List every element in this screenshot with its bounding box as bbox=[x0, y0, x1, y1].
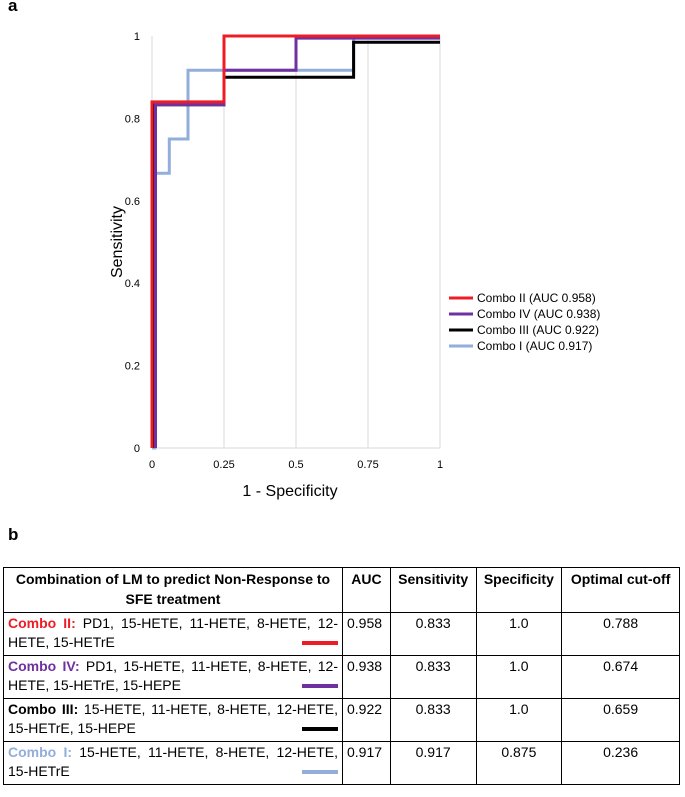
x-tick-label: 0.75 bbox=[357, 459, 378, 471]
table-row: Combo IV: PD1, 15-HETE, 11-HETE, 8-HETE,… bbox=[3, 655, 680, 699]
combo-markers: 15-HETE, 11-HETE, 8-HETE, 12-HETE, 15-HE… bbox=[8, 701, 338, 736]
combo-color-swatch bbox=[302, 684, 338, 688]
combo-markers: PD1, 15-HETE, 11-HETE, 8-HETE, 12-HETE, … bbox=[8, 658, 338, 693]
y-tick-label: 0.8 bbox=[125, 113, 140, 125]
combo-cell: Combo II: PD1, 15-HETE, 11-HETE, 8-HETE,… bbox=[3, 612, 343, 656]
y-tick-label: 0.2 bbox=[125, 361, 140, 373]
y-tick-label: 0 bbox=[134, 443, 140, 455]
combo-markers: 15-HETE, 11-HETE, 8-HETE, 12-HETE, 15-HE… bbox=[8, 744, 338, 779]
cutoff-cell: 0.674 bbox=[561, 655, 680, 699]
y-tick-label: 0.4 bbox=[125, 278, 140, 290]
sensitivity-cell: 0.917 bbox=[389, 741, 477, 785]
y-tick-label: 1 bbox=[134, 31, 140, 43]
combo-cell: Combo I: 15-HETE, 11-HETE, 8-HETE, 12-HE… bbox=[3, 741, 343, 785]
cutoff-cell: 0.236 bbox=[561, 741, 680, 785]
cutoff-cell: 0.659 bbox=[561, 698, 680, 742]
combo-name: Combo III: bbox=[8, 701, 79, 717]
table-row: Combo II: PD1, 15-HETE, 11-HETE, 8-HETE,… bbox=[3, 612, 680, 656]
x-tick-label: 0.5 bbox=[288, 459, 303, 471]
auc-cell: 0.958 bbox=[342, 612, 391, 656]
chart-legend: Combo II (AUC 0.958) Combo IV (AUC 0.938)… bbox=[449, 291, 600, 353]
series-line-3 bbox=[154, 36, 440, 448]
roc-chart: 0 0.25 0.5 0.75 1 0 0.2 0.4 0.6 0.8 1 1 - Specific… bbox=[109, 31, 600, 500]
chart-grid bbox=[151, 36, 441, 449]
combo-name: Combo II: bbox=[8, 615, 76, 631]
legend-entry: Combo IV (AUC 0.938) bbox=[477, 307, 600, 321]
summary-table: Combination of LM to predict Non-Respons… bbox=[3, 567, 680, 785]
combo-name: Combo I: bbox=[8, 744, 73, 760]
header-sensitivity: Sensitivity bbox=[389, 567, 477, 613]
combo-color-swatch bbox=[302, 770, 338, 774]
specificity-cell: 1.0 bbox=[475, 698, 563, 742]
auc-cell: 0.938 bbox=[342, 655, 391, 699]
chart-series bbox=[150, 34, 440, 450]
panel-label-b: b bbox=[8, 525, 19, 544]
table-row: Combo I: 15-HETE, 11-HETE, 8-HETE, 12-HE… bbox=[3, 741, 680, 785]
x-tick-label: 0 bbox=[149, 459, 155, 471]
header-specificity: Specificity bbox=[475, 567, 563, 613]
auc-cell: 0.917 bbox=[342, 741, 391, 785]
combo-cell: Combo III: 15-HETE, 11-HETE, 8-HETE, 12-… bbox=[3, 698, 343, 742]
table-header-row: Combination of LM to predict Non-Respons… bbox=[3, 567, 680, 613]
combo-markers: PD1, 15-HETE, 11-HETE, 8-HETE, 12-HETE, … bbox=[8, 615, 338, 650]
x-axis-title: 1 - Specificity bbox=[242, 483, 337, 500]
legend-entry: Combo III (AUC 0.922) bbox=[477, 323, 599, 337]
panel-label-a: a bbox=[8, 0, 18, 15]
y-tick-label: 0.6 bbox=[125, 196, 140, 208]
sensitivity-cell: 0.833 bbox=[389, 698, 477, 742]
specificity-cell: 1.0 bbox=[475, 612, 563, 656]
header-combination: Combination of LM to predict Non-Respons… bbox=[3, 567, 343, 613]
table-row: Combo III: 15-HETE, 11-HETE, 8-HETE, 12-… bbox=[3, 698, 680, 742]
cutoff-cell: 0.788 bbox=[561, 612, 680, 656]
sensitivity-cell: 0.833 bbox=[389, 612, 477, 656]
specificity-cell: 0.875 bbox=[475, 741, 563, 785]
legend-entry: Combo I (AUC 0.917) bbox=[477, 339, 592, 353]
combo-color-swatch bbox=[302, 641, 338, 645]
auc-cell: 0.922 bbox=[342, 698, 391, 742]
y-axis-title: Sensitivity bbox=[109, 206, 126, 278]
header-cutoff: Optimal cut-off bbox=[561, 567, 680, 613]
combo-cell: Combo IV: PD1, 15-HETE, 11-HETE, 8-HETE,… bbox=[3, 655, 343, 699]
combo-name: Combo IV: bbox=[8, 658, 80, 674]
legend-entry: Combo II (AUC 0.958) bbox=[477, 291, 596, 305]
specificity-cell: 1.0 bbox=[475, 655, 563, 699]
x-tick-label: 0.25 bbox=[213, 459, 234, 471]
header-auc: AUC bbox=[342, 567, 391, 613]
chart-ticks: 0 0.25 0.5 0.75 1 0 0.2 0.4 0.6 0.8 1 bbox=[125, 31, 443, 471]
sensitivity-cell: 0.833 bbox=[389, 655, 477, 699]
x-tick-label: 1 bbox=[437, 459, 443, 471]
combo-color-swatch bbox=[302, 727, 338, 731]
series-line-4 bbox=[150, 34, 440, 448]
